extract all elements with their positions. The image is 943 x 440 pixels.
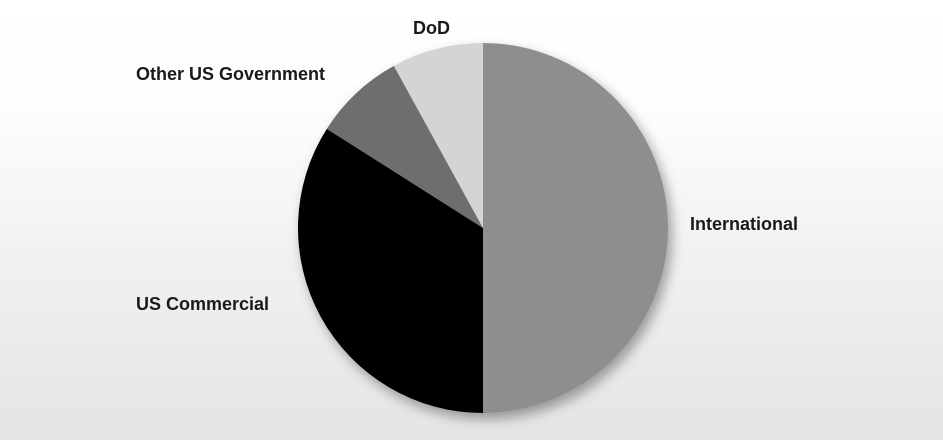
slice-label-us-commercial: US Commercial [136,294,269,314]
slice-label-international: International [690,214,798,234]
pie-slice-dod [393,43,483,228]
pie-slice-us-commercial [297,128,483,414]
pie-slice-international [483,43,668,413]
slice-label-dod: DoD [413,18,450,38]
pie-slices [297,43,668,414]
pie-labels: International US Commercial Other US Gover… [136,18,798,314]
slice-label-other-us-government: Other US Government [136,64,325,84]
pie-slice-other-us-government [326,65,483,228]
